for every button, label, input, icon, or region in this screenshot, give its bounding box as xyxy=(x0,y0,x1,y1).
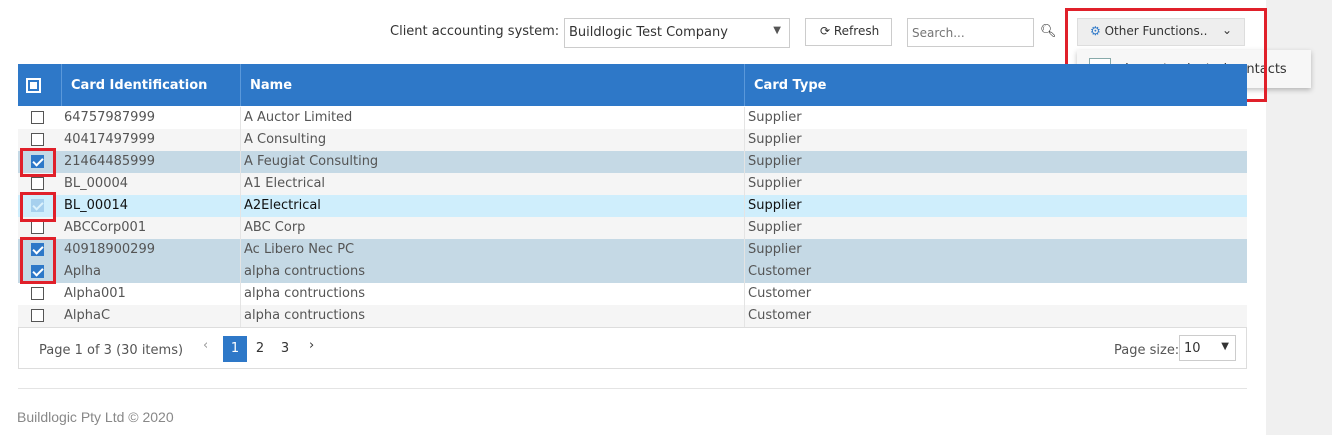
row-checkbox[interactable] xyxy=(31,287,44,300)
chevron: ⌄ xyxy=(1221,23,1232,37)
cell: Customer xyxy=(744,283,811,305)
cell: Supplier xyxy=(744,173,802,195)
cell: BL_00014 xyxy=(64,198,129,213)
column-header[interactable]: Card Identification xyxy=(71,78,208,93)
cell: Supplier xyxy=(744,195,802,217)
footer: Buildlogic Pty Ltd © 2020 xyxy=(17,409,174,425)
table-row[interactable]: 40417497999 A Consulting Supplier xyxy=(18,129,1247,151)
cell: alpha contructions xyxy=(240,283,365,305)
table-row[interactable]: Alpha001 alpha contructions Customer xyxy=(18,283,1247,305)
cell: Supplier xyxy=(744,217,802,239)
divider xyxy=(18,388,1247,389)
caret: ▼ xyxy=(773,25,781,36)
cell: alpha contructions xyxy=(240,261,365,283)
system-value: Buildlogic Test Company xyxy=(569,25,728,40)
refresh-button[interactable]: ⟳ Refresh xyxy=(805,18,892,46)
row-checkbox[interactable] xyxy=(31,133,44,146)
page-link[interactable]: 2 xyxy=(255,341,265,356)
cell: Supplier xyxy=(744,129,802,151)
table-row[interactable]: AlphaC alpha contructions Customer xyxy=(18,305,1247,327)
cell: A2Electrical xyxy=(240,195,321,217)
system-select[interactable]: Buildlogic Test Company ▼ xyxy=(564,18,790,48)
highlight-box xyxy=(20,148,56,177)
row-checkbox[interactable] xyxy=(31,309,44,322)
row-checkbox[interactable] xyxy=(31,199,44,212)
table-header: Card Identification Name Card Type xyxy=(18,64,1247,106)
highlight-box xyxy=(20,237,56,284)
prev[interactable]: ‹ xyxy=(203,338,209,353)
other-functions-text: Other Functions.. xyxy=(1104,24,1208,38)
column-header[interactable]: Card Type xyxy=(754,78,827,93)
select-all[interactable] xyxy=(26,78,41,93)
pager-info: Page 1 of 3 (30 items) xyxy=(39,343,184,358)
row-checkbox[interactable] xyxy=(31,265,44,278)
cell: Supplier xyxy=(744,107,802,129)
system-label: Client accounting system: xyxy=(390,24,560,39)
search-icon[interactable]: 🔍︎ xyxy=(1040,24,1057,39)
table-row[interactable]: ABCCorp001 ABC Corp Supplier xyxy=(18,217,1247,239)
cell: Customer xyxy=(744,261,811,283)
cell: ABC Corp xyxy=(240,217,305,239)
search-input[interactable] xyxy=(907,18,1034,47)
cell: Supplier xyxy=(744,239,802,261)
page-link[interactable]: 3 xyxy=(280,341,290,356)
page-size-select[interactable]: 10 ▼ xyxy=(1179,335,1236,361)
cell: A Auctor Limited xyxy=(240,107,352,129)
cell: alpha contructions xyxy=(240,305,365,327)
cell: Aplha xyxy=(64,264,101,279)
row-checkbox[interactable] xyxy=(31,111,44,124)
cell: ABCCorp001 xyxy=(64,220,147,235)
column-header[interactable]: Name xyxy=(250,78,293,93)
cell: 64757987999 xyxy=(64,110,155,125)
cell: AlphaC xyxy=(64,308,111,323)
highlight-box xyxy=(20,192,56,222)
table-row[interactable]: 64757987999 A Auctor Limited Supplier xyxy=(18,107,1247,129)
table-row[interactable]: 21464485999 A Feugiat Consulting Supplier xyxy=(18,151,1247,173)
page-link[interactable]: 1 xyxy=(223,336,247,362)
page-size-value: 10 xyxy=(1184,341,1201,356)
cell: 40417497999 xyxy=(64,132,155,147)
cell: Customer xyxy=(744,305,811,327)
table-row[interactable]: 40918900299 Ac Libero Nec PC Supplier xyxy=(18,239,1247,261)
other-functions-button[interactable]: ⚙ Other Functions.. ⌄ xyxy=(1077,18,1245,46)
table-row[interactable]: BL_00004 A1 Electrical Supplier xyxy=(18,173,1247,195)
cell: A1 Electrical xyxy=(240,173,325,195)
refresh-text: Refresh xyxy=(833,24,880,38)
row-checkbox[interactable] xyxy=(31,177,44,190)
cell: Ac Libero Nec PC xyxy=(240,239,354,261)
cell: BL_00004 xyxy=(64,176,129,191)
table-row[interactable]: BL_00014 A2Electrical Supplier xyxy=(18,195,1247,217)
cell: Alpha001 xyxy=(64,286,126,301)
cell: 40918900299 xyxy=(64,242,155,257)
table-row[interactable]: Aplha alpha contructions Customer xyxy=(18,261,1247,283)
page-size-label: Page size: xyxy=(1114,343,1180,358)
cell: Supplier xyxy=(744,151,802,173)
row-checkbox[interactable] xyxy=(31,243,44,256)
row-checkbox[interactable] xyxy=(31,155,44,168)
cell: A Feugiat Consulting xyxy=(240,151,378,173)
cell: 21464485999 xyxy=(64,154,155,169)
next[interactable]: › xyxy=(309,338,315,353)
row-checkbox[interactable] xyxy=(31,221,44,234)
cell: A Consulting xyxy=(240,129,326,151)
